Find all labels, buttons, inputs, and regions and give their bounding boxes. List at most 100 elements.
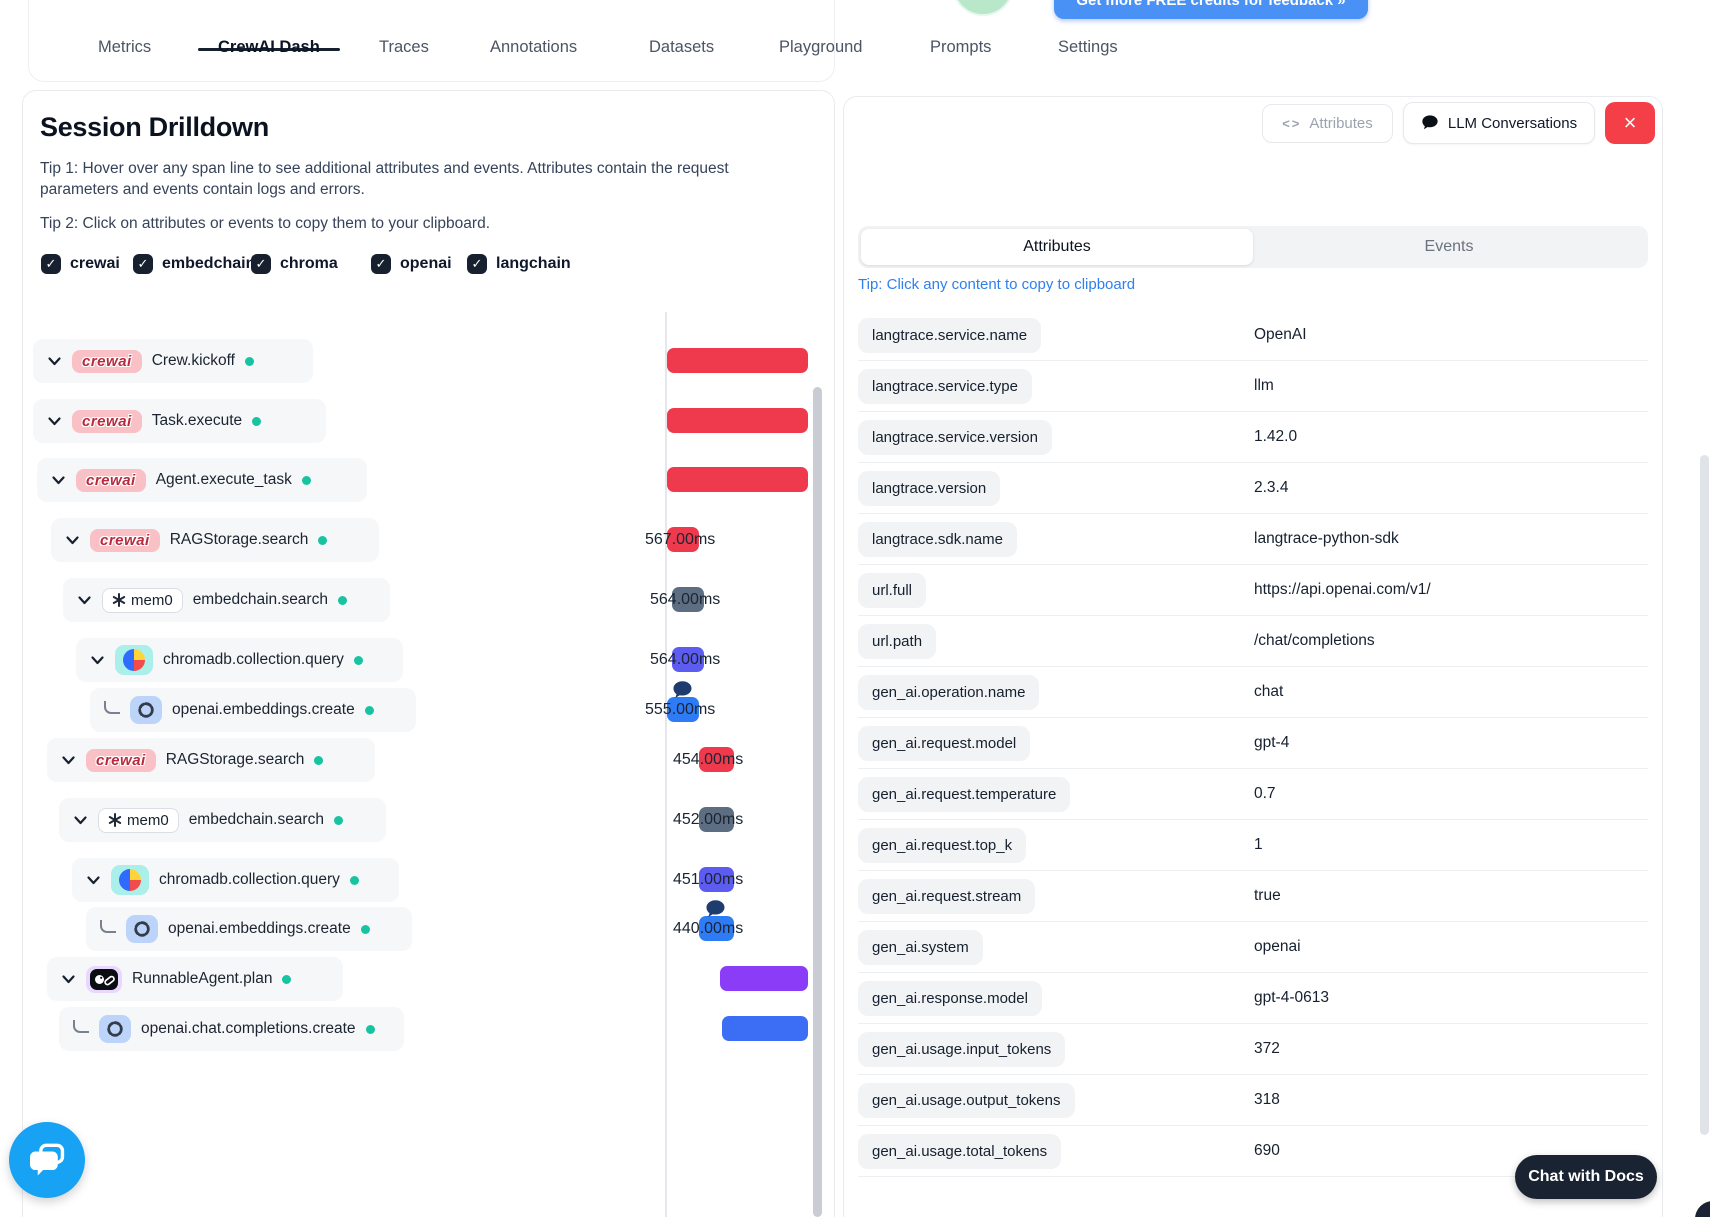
attribute-key[interactable]: gen_ai.usage.input_tokens bbox=[858, 1031, 1066, 1067]
span-row-openai.embeddings.create[interactable]: openai.embeddings.create bbox=[90, 688, 416, 732]
span-row-RunnableAgent.plan[interactable]: RunnableAgent.plan bbox=[47, 957, 343, 1001]
filter-checkbox-langchain[interactable]: ✓ langchain bbox=[467, 254, 571, 274]
status-dot bbox=[349, 875, 359, 885]
span-row-RAGStorage.search[interactable]: crewai RAGStorage.search bbox=[51, 518, 379, 562]
attribute-key[interactable]: gen_ai.operation.name bbox=[858, 674, 1040, 710]
span-row-chromadb.collection.query[interactable]: chromadb.collection.query bbox=[76, 638, 403, 682]
nav-tab-annotations[interactable]: Annotations bbox=[490, 38, 578, 56]
attribute-key[interactable]: langtrace.version bbox=[858, 470, 1001, 506]
attribute-key[interactable]: gen_ai.response.model bbox=[858, 980, 1042, 1016]
span-row-RAGStorage.search[interactable]: crewai RAGStorage.search bbox=[47, 738, 375, 782]
attribute-value[interactable]: OpenAI bbox=[1254, 326, 1307, 343]
span-duration-bar[interactable] bbox=[699, 916, 734, 941]
chevron-down-icon[interactable] bbox=[77, 593, 92, 608]
corner-floating-button[interactable] bbox=[1695, 1201, 1710, 1217]
attribute-key[interactable]: url.full bbox=[858, 572, 927, 608]
attribute-value[interactable]: 0.7 bbox=[1254, 785, 1276, 802]
attribute-key[interactable]: gen_ai.request.temperature bbox=[858, 776, 1071, 812]
nav-tab-datasets[interactable]: Datasets bbox=[649, 38, 715, 56]
attribute-key[interactable]: url.path bbox=[858, 623, 937, 659]
attribute-value[interactable]: gpt-4-0613 bbox=[1254, 989, 1329, 1006]
checkbox-checked-icon: ✓ bbox=[133, 254, 153, 274]
attribute-value[interactable]: gpt-4 bbox=[1254, 734, 1290, 751]
nav-tab-traces[interactable]: Traces bbox=[379, 38, 429, 56]
chevron-down-icon[interactable] bbox=[51, 473, 66, 488]
span-tree-scrollbar[interactable] bbox=[813, 387, 822, 1217]
attribute-value[interactable]: 318 bbox=[1254, 1091, 1280, 1108]
attribute-value[interactable]: openai bbox=[1254, 938, 1301, 955]
span-duration-bar[interactable] bbox=[699, 807, 734, 832]
span-duration-bar[interactable] bbox=[699, 867, 734, 892]
tab-events[interactable]: Events bbox=[1424, 238, 1474, 255]
attribute-key[interactable]: gen_ai.request.model bbox=[858, 725, 1031, 761]
span-row-Crew.kickoff[interactable]: crewai Crew.kickoff bbox=[33, 339, 313, 383]
tree-connector-icon bbox=[73, 1019, 89, 1033]
attribute-value[interactable]: chat bbox=[1254, 683, 1284, 700]
chevron-down-icon[interactable] bbox=[47, 354, 62, 369]
nav-tab-crewai-dash[interactable]: CrewAI Dash bbox=[218, 38, 320, 56]
attribute-key[interactable]: gen_ai.usage.total_tokens bbox=[858, 1133, 1062, 1169]
span-duration-bar[interactable] bbox=[722, 1016, 808, 1041]
free-credits-button[interactable]: Get more FREE credits for feedback » bbox=[1054, 0, 1368, 19]
chevron-down-icon[interactable] bbox=[61, 753, 76, 768]
span-duration-bar[interactable] bbox=[667, 697, 699, 722]
span-row-openai.embeddings.create[interactable]: openai.embeddings.create bbox=[86, 907, 412, 951]
span-duration-bar[interactable] bbox=[672, 587, 704, 612]
page-scrollbar[interactable] bbox=[1700, 455, 1709, 1135]
attribute-value[interactable]: llm bbox=[1254, 377, 1274, 394]
attribute-value[interactable]: 690 bbox=[1254, 1142, 1280, 1159]
chevron-down-icon[interactable] bbox=[86, 873, 101, 888]
attribute-value[interactable]: https://api.openai.com/v1/ bbox=[1254, 581, 1431, 598]
span-duration-bar[interactable] bbox=[672, 647, 704, 672]
span-duration-bar[interactable] bbox=[667, 408, 808, 433]
chevron-down-icon[interactable] bbox=[73, 813, 88, 828]
attribute-value[interactable]: 372 bbox=[1254, 1040, 1280, 1057]
filter-checkbox-embedchain[interactable]: ✓ embedchain bbox=[133, 254, 255, 274]
attribute-key[interactable]: langtrace.service.name bbox=[858, 317, 1042, 353]
llm-conversations-button[interactable]: LLM Conversations bbox=[1403, 102, 1595, 144]
attribute-value[interactable]: true bbox=[1254, 887, 1281, 904]
attributes-toggle-button[interactable]: <> Attributes bbox=[1262, 104, 1393, 143]
span-row-Agent.execute_task[interactable]: crewai Agent.execute_task bbox=[37, 458, 367, 502]
attribute-value[interactable]: 1 bbox=[1254, 836, 1263, 853]
attribute-value[interactable]: 1.42.0 bbox=[1254, 428, 1298, 445]
filter-checkbox-crewai[interactable]: ✓ crewai bbox=[41, 254, 120, 274]
chevron-down-icon[interactable] bbox=[47, 414, 62, 429]
nav-tab-settings[interactable]: Settings bbox=[1058, 38, 1118, 56]
span-duration-bar[interactable] bbox=[667, 527, 699, 552]
attribute-key[interactable]: langtrace.sdk.name bbox=[858, 521, 1017, 557]
chevron-down-icon[interactable] bbox=[65, 533, 80, 548]
span-duration-bar[interactable] bbox=[667, 348, 808, 373]
nav-tab-playground[interactable]: Playground bbox=[779, 38, 863, 56]
span-row-Task.execute[interactable]: crewai Task.execute bbox=[33, 399, 326, 443]
attribute-key[interactable]: gen_ai.request.top_k bbox=[858, 827, 1027, 863]
attribute-value[interactable]: langtrace-python-sdk bbox=[1254, 530, 1399, 547]
attribute-key[interactable]: langtrace.service.type bbox=[858, 368, 1032, 404]
span-duration-bar[interactable] bbox=[720, 966, 808, 991]
attribute-value[interactable]: 2.3.4 bbox=[1254, 479, 1289, 496]
chat-with-docs-button[interactable]: Chat with Docs bbox=[1515, 1155, 1657, 1199]
span-row-chromadb.collection.query[interactable]: chromadb.collection.query bbox=[72, 858, 399, 902]
nav-tab-prompts[interactable]: Prompts bbox=[930, 38, 992, 56]
tab-attributes[interactable]: Attributes bbox=[861, 229, 1253, 265]
span-duration-bar[interactable] bbox=[667, 467, 808, 492]
filter-checkbox-chroma[interactable]: ✓ chroma bbox=[251, 254, 338, 274]
attribute-value[interactable]: /chat/completions bbox=[1254, 632, 1375, 649]
user-avatar[interactable] bbox=[952, 0, 1014, 16]
span-row-embedchain.search[interactable]: mem0 embedchain.search bbox=[59, 798, 386, 842]
span-row-embedchain.search[interactable]: mem0 embedchain.search bbox=[63, 578, 390, 622]
attribute-key[interactable]: langtrace.service.version bbox=[858, 419, 1052, 455]
attribute-key[interactable]: gen_ai.system bbox=[858, 929, 983, 965]
close-panel-button[interactable]: × bbox=[1605, 102, 1655, 144]
nav-tab-metrics[interactable]: Metrics bbox=[98, 38, 152, 56]
openai-logo-icon bbox=[99, 1015, 131, 1043]
attribute-key[interactable]: gen_ai.request.stream bbox=[858, 878, 1036, 914]
status-dot bbox=[365, 1024, 375, 1034]
attribute-key[interactable]: gen_ai.usage.output_tokens bbox=[858, 1082, 1075, 1118]
chevron-down-icon[interactable] bbox=[61, 972, 76, 987]
filter-checkbox-openai[interactable]: ✓ openai bbox=[371, 254, 452, 274]
span-duration-bar[interactable] bbox=[699, 747, 734, 772]
span-row-openai.chat.completions.create[interactable]: openai.chat.completions.create bbox=[59, 1007, 404, 1051]
chevron-down-icon[interactable] bbox=[90, 653, 105, 668]
chat-widget-button[interactable] bbox=[9, 1122, 85, 1198]
